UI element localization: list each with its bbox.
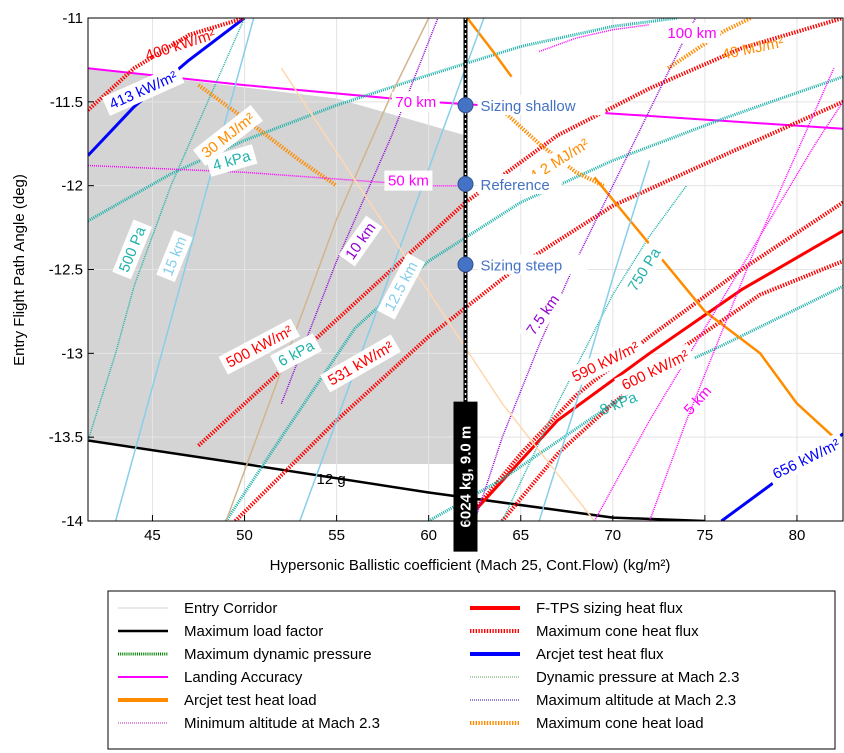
y-tick-label: -13.5	[49, 429, 83, 446]
legend: Entry Corridor F-TPS sizing heat flux Maxi…	[107, 590, 836, 750]
series-line	[464, 229, 843, 521]
series-line	[666, 18, 752, 70]
contour-label-box	[156, 230, 193, 283]
contour-label-box	[518, 285, 568, 344]
contour-label-box	[376, 252, 426, 320]
contour-label-box	[338, 215, 383, 267]
design-point-label-box	[477, 95, 606, 116]
series-line	[501, 185, 688, 521]
series-line	[466, 18, 513, 78]
series-line	[88, 18, 246, 112]
legend-label: Minimum altitude at Mach 2.3	[184, 715, 380, 732]
x-tick-label: 55	[328, 527, 345, 544]
contour-label: 50 km	[384, 170, 433, 191]
series-line	[88, 18, 246, 441]
contour-label-box	[205, 144, 258, 177]
y-tick-label: -11.5	[50, 94, 83, 111]
contour-label-box	[564, 334, 647, 389]
legend-label: Landing Accuracy	[184, 669, 303, 686]
series-line	[427, 284, 843, 521]
design-point-label-box	[477, 254, 588, 275]
legend-label: Dynamic pressure at Mach 2.3	[536, 669, 739, 686]
design-point-marker	[457, 256, 474, 273]
contour-label: 70 km	[391, 91, 440, 112]
x-axis-title: Hypersonic Ballistic coefficient (Mach 2…	[270, 557, 671, 574]
contour-label-box	[270, 333, 322, 374]
contour-label: 100 km	[663, 23, 721, 44]
contour-label-box	[112, 219, 153, 280]
design-point-label: Sizing shallow	[481, 98, 576, 115]
series-line	[280, 67, 595, 521]
contour-label-box	[391, 91, 440, 112]
legend-label: Entry Corridor	[184, 600, 277, 617]
x-tick-label: 65	[512, 527, 529, 544]
design-ballistic-label: 6024 kg, 9.0 m	[458, 426, 475, 528]
contour-label-box	[384, 170, 433, 191]
y-tick-label: -13	[61, 345, 83, 362]
series-line	[88, 164, 466, 187]
x-tick-label: 45	[144, 527, 161, 544]
series-line	[225, 18, 430, 521]
y-axis-title: Entry Flight Path Angle (deg)	[11, 174, 28, 366]
legend-label: Maximum dynamic pressure	[184, 646, 372, 663]
design-point-label-box	[477, 173, 562, 194]
legend-label: Maximum cone heat load	[536, 715, 704, 732]
contour-label-box	[193, 104, 263, 166]
y-tick-label: -14	[61, 513, 83, 530]
design-point-label: Reference	[481, 177, 550, 194]
series-line	[114, 18, 255, 521]
legend-box	[107, 590, 836, 750]
series-line	[88, 439, 705, 521]
contour-label-box	[218, 318, 301, 375]
design-ballistic-label-box	[453, 401, 478, 552]
contour-label: 12 g	[316, 471, 345, 488]
x-tick-label: 60	[420, 527, 437, 544]
x-tick-label: 70	[604, 527, 621, 544]
series-line	[463, 200, 843, 521]
series-line	[224, 75, 843, 521]
contour-label-text: 50 km	[388, 173, 429, 190]
legend-label: Maximum cone heat flux	[536, 623, 699, 640]
y-tick-label: -12.5	[49, 262, 83, 279]
series-line	[88, 18, 678, 223]
y-tick-label: -11	[62, 10, 83, 27]
design-point-marker	[457, 175, 474, 192]
contour-label-text: 100 km	[667, 25, 716, 42]
series-line	[473, 18, 697, 521]
contour-label-text: 12 g	[316, 471, 345, 488]
contour-label-box	[320, 334, 401, 393]
contour-label-box	[620, 240, 668, 299]
contour-label-box	[101, 64, 185, 116]
x-tick-label: 80	[789, 527, 806, 544]
contour-label-box	[663, 23, 721, 44]
design-point-label: Sizing steep	[481, 257, 563, 274]
legend-label: Maximum load factor	[184, 623, 323, 640]
contour-label-text: 70 km	[395, 94, 436, 111]
series-line	[593, 176, 843, 447]
series-line	[538, 160, 651, 521]
legend-label: Maximum altitude at Mach 2.3	[536, 692, 736, 709]
x-tick-label: 75	[697, 527, 714, 544]
x-tick-label: 50	[236, 527, 253, 544]
legend-label: Arcjet test heat load	[184, 692, 317, 709]
series-line	[197, 83, 338, 188]
series-line	[280, 18, 439, 404]
design-point-marker	[457, 97, 474, 114]
contour-label-box	[765, 432, 844, 486]
contour-label-box	[614, 343, 697, 397]
series-line	[648, 67, 835, 521]
y-tick-label: -12	[61, 178, 83, 195]
series-line	[538, 23, 650, 53]
series-line	[299, 18, 485, 521]
legend-label: F-TPS sizing heat flux	[536, 600, 683, 617]
legend-label: Arcjet test heat flux	[536, 646, 664, 663]
